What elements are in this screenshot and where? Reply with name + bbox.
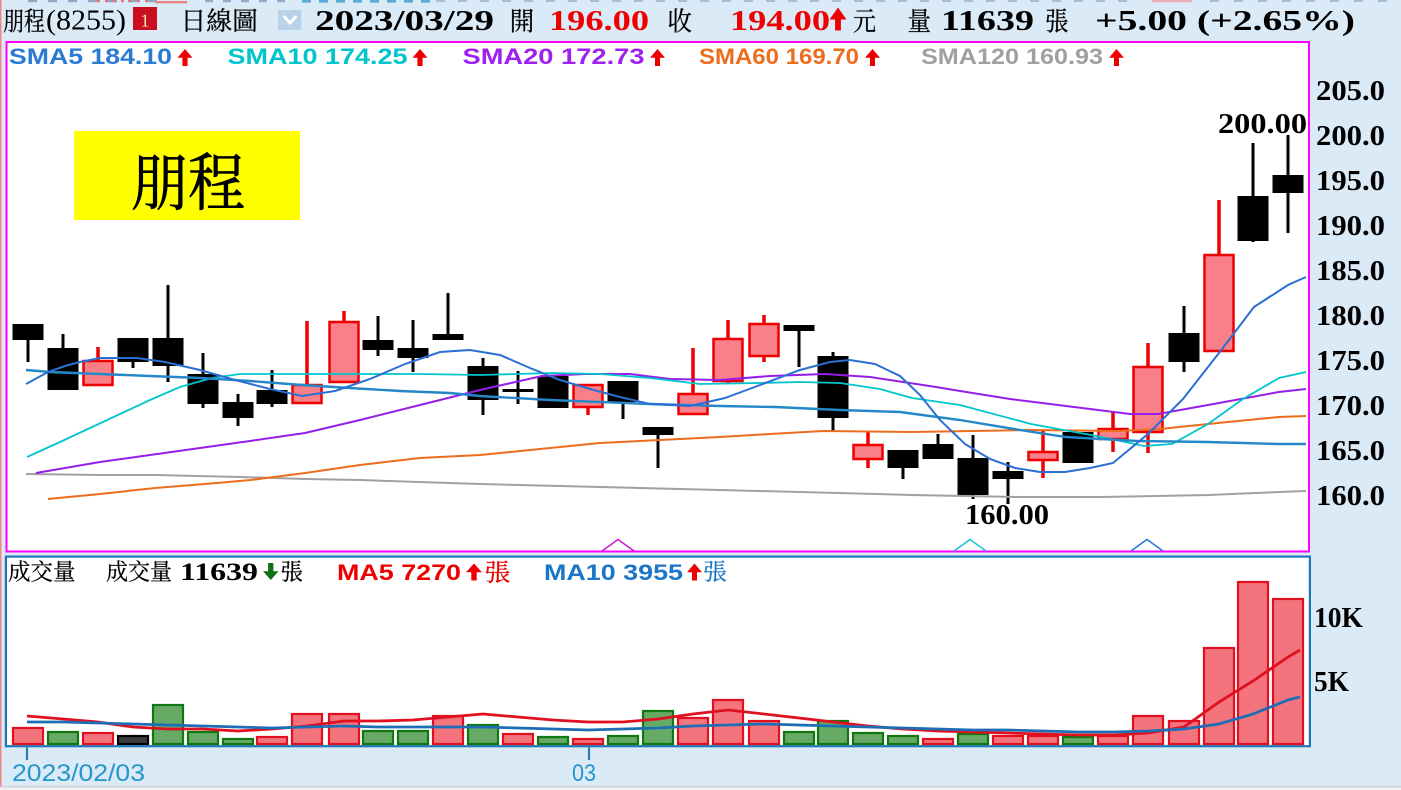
- svg-text:SMA120 160.93: SMA120 160.93: [921, 44, 1103, 69]
- svg-text:170.0: 170.0: [1316, 391, 1385, 422]
- svg-text:190.0: 190.0: [1316, 211, 1385, 242]
- svg-text:165.0: 165.0: [1316, 436, 1385, 467]
- svg-text:10K: 10K: [1314, 603, 1363, 634]
- svg-text:175.0: 175.0: [1316, 346, 1385, 377]
- svg-text:185.0: 185.0: [1316, 256, 1385, 287]
- svg-text:180.0: 180.0: [1316, 301, 1385, 332]
- svg-text:MA5 7270: MA5 7270: [337, 560, 461, 585]
- svg-text:SMA20 172.73: SMA20 172.73: [463, 44, 645, 69]
- svg-text:03: 03: [572, 760, 596, 787]
- svg-text:196.00: 196.00: [549, 6, 649, 37]
- svg-text:5K: 5K: [1314, 667, 1349, 698]
- svg-text:MA10 3955: MA10 3955: [544, 560, 683, 585]
- svg-text:160.00: 160.00: [965, 500, 1049, 531]
- svg-text:194.00: 194.00: [730, 6, 830, 37]
- svg-text:205.0: 205.0: [1316, 76, 1385, 107]
- svg-text:1: 1: [141, 11, 150, 31]
- svg-text:(8255): (8255): [46, 6, 126, 37]
- svg-text:11639: 11639: [180, 559, 258, 586]
- svg-text:195.0: 195.0: [1316, 166, 1385, 197]
- svg-text:2023/02/03: 2023/02/03: [12, 760, 145, 787]
- svg-text:SMA5 184.10: SMA5 184.10: [9, 44, 172, 69]
- svg-text:2023/03/29: 2023/03/29: [315, 6, 494, 37]
- svg-text:200.00: 200.00: [1218, 109, 1307, 140]
- svg-text:SMA10 174.25: SMA10 174.25: [228, 44, 408, 69]
- svg-text:200.0: 200.0: [1316, 121, 1385, 152]
- svg-text:SMA60 169.70: SMA60 169.70: [699, 44, 859, 69]
- svg-text:11639: 11639: [941, 6, 1034, 37]
- svg-text:160.0: 160.0: [1316, 481, 1385, 512]
- svg-text:+5.00 (+2.65%): +5.00 (+2.65%): [1095, 6, 1355, 37]
